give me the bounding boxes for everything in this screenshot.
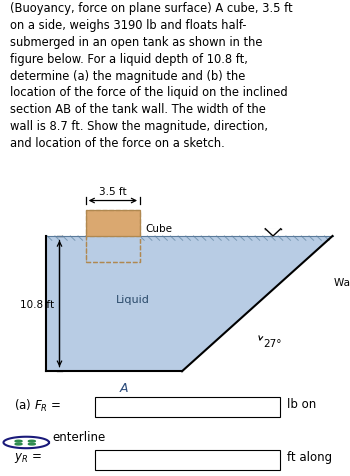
Text: Cube: Cube <box>145 223 172 233</box>
Text: 3.5 ft: 3.5 ft <box>99 187 127 197</box>
Polygon shape <box>46 237 332 371</box>
Bar <box>86 211 140 237</box>
FancyBboxPatch shape <box>94 450 280 470</box>
Text: Wall width: Wall width <box>334 278 350 288</box>
Bar <box>86 237 140 262</box>
Bar <box>86 211 140 262</box>
Polygon shape <box>4 437 49 448</box>
Text: (a) $F_R$ =: (a) $F_R$ = <box>14 397 61 413</box>
Text: (Buoyancy, force on plane surface) A cube, 3.5 ft
on a side, weighs 3190 lb and : (Buoyancy, force on plane surface) A cub… <box>10 2 293 149</box>
Polygon shape <box>15 440 22 442</box>
Text: Liquid: Liquid <box>116 294 150 304</box>
Polygon shape <box>265 229 281 237</box>
Text: 27°: 27° <box>264 338 282 348</box>
Text: A: A <box>120 381 128 394</box>
FancyBboxPatch shape <box>94 397 280 417</box>
Polygon shape <box>28 440 35 442</box>
Polygon shape <box>28 443 35 445</box>
Text: enterline: enterline <box>52 430 106 443</box>
Text: 10.8 ft: 10.8 ft <box>20 299 54 309</box>
Text: ft along: ft along <box>287 449 332 463</box>
Text: lb on: lb on <box>287 397 316 410</box>
Text: $y_R$ =: $y_R$ = <box>14 449 42 464</box>
Polygon shape <box>15 443 22 445</box>
